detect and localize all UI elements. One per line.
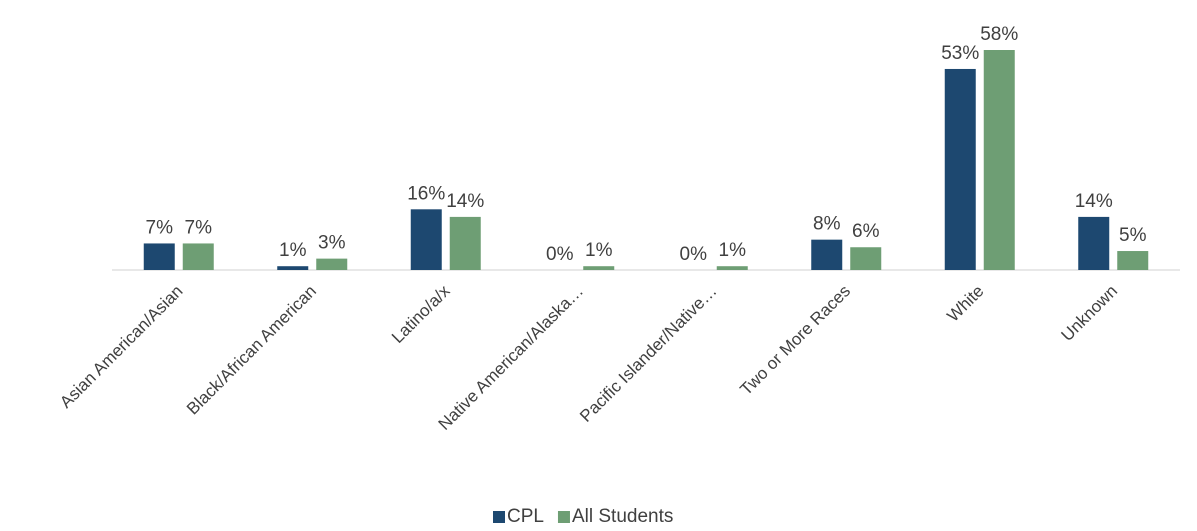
legend-label: All Students [572, 506, 673, 527]
bar [182, 243, 214, 270]
x-tick-label: Native American/Alaska… [435, 281, 587, 433]
bar [410, 209, 442, 270]
x-tick-label: Black/African American [183, 281, 320, 418]
bar [850, 247, 882, 270]
data-label: 8% [813, 214, 841, 235]
bar [316, 258, 348, 270]
bar [583, 266, 615, 270]
x-tick-label: Latino/a/x [388, 281, 454, 347]
bar [944, 68, 976, 270]
bar [1117, 251, 1149, 270]
data-label: 3% [318, 233, 346, 254]
data-label: 1% [585, 240, 613, 261]
data-label: 1% [279, 240, 307, 261]
data-label: 7% [146, 217, 174, 238]
x-tick-label: Pacific Islander/Native… [576, 281, 720, 425]
bar [716, 266, 748, 270]
legend-label: CPL [507, 506, 544, 527]
data-label: 1% [719, 240, 747, 261]
data-label: 14% [1075, 191, 1113, 212]
x-tick-label: Asian American/Asian [56, 281, 186, 411]
bar [449, 216, 481, 270]
bar [1078, 216, 1110, 270]
data-label: 6% [852, 221, 880, 242]
data-label: 14% [446, 191, 484, 212]
bar [277, 266, 309, 270]
x-tick-label: White [943, 281, 987, 325]
legend: CPL All Students [493, 506, 673, 527]
bar [983, 50, 1015, 270]
data-label: 58% [980, 24, 1018, 45]
data-label: 7% [185, 217, 213, 238]
x-tick-label: Unknown [1058, 281, 1122, 345]
data-label: 16% [407, 183, 445, 204]
data-label: 0% [680, 244, 708, 265]
data-label: 0% [546, 244, 574, 265]
bar [143, 243, 175, 270]
bar [811, 239, 843, 270]
data-label: 5% [1119, 225, 1147, 246]
data-label: 53% [941, 43, 979, 64]
legend-swatch [493, 511, 505, 523]
legend-swatch [557, 511, 570, 523]
x-tick-label: Two or More Races [736, 281, 854, 399]
